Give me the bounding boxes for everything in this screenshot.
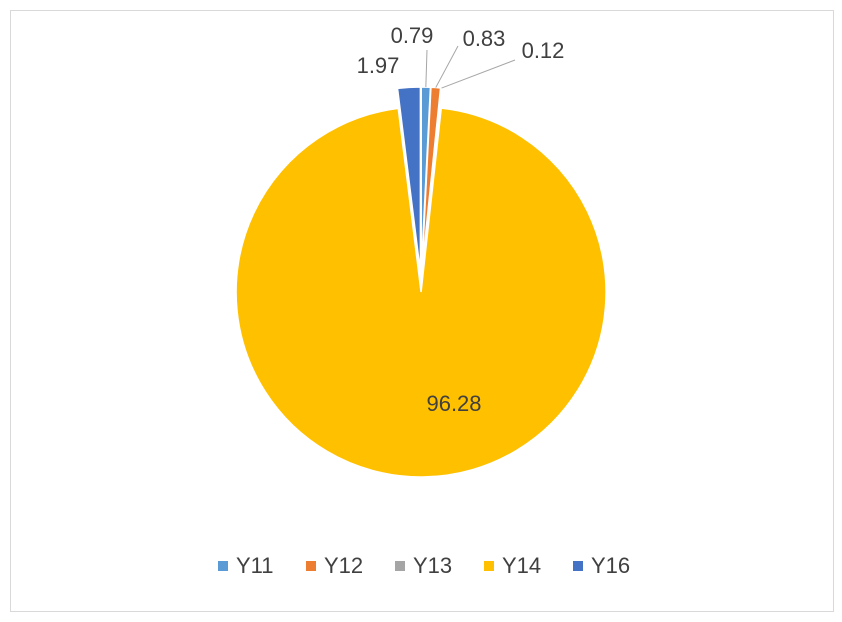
legend-label: Y11 [236,553,274,578]
data-label: 96.28 [426,391,481,416]
legend-label: Y16 [591,553,630,578]
legend-label: Y14 [502,553,541,578]
pie-slice [235,107,607,478]
data-label: 0.79 [391,23,434,48]
leader-line [425,49,428,88]
legend-label: Y12 [324,553,363,578]
legend-label: Y13 [413,553,452,578]
legend-marker [218,561,228,571]
data-label: 0.12 [522,38,565,63]
leader-line [441,59,516,89]
legend-marker [395,561,405,571]
pie-slice [396,86,422,273]
legend-marker [484,561,494,571]
data-label: 0.83 [463,26,506,51]
legend-marker [306,561,316,571]
data-label: 1.97 [357,53,400,78]
leader-line [435,45,459,88]
legend-marker [573,561,583,571]
